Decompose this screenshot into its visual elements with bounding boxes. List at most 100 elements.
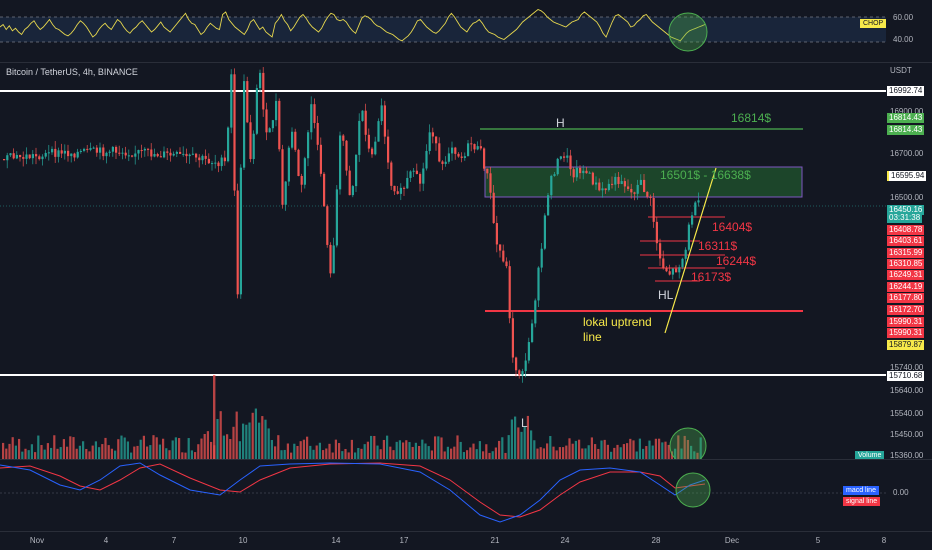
candle-body <box>572 169 575 178</box>
volume-bar <box>402 442 405 459</box>
volume-bar <box>88 451 91 459</box>
candle-body <box>310 104 313 133</box>
candle-body <box>614 176 617 185</box>
chop-axis: 60.00 40.00 <box>886 0 932 62</box>
candle-body <box>230 74 233 128</box>
chop-level-60: 60.00 <box>893 13 914 22</box>
candle-body <box>547 195 550 216</box>
volume-bar <box>325 448 328 459</box>
candle-body <box>415 170 418 175</box>
chop-pane[interactable] <box>0 0 886 62</box>
candle-body <box>115 146 118 153</box>
candle-body <box>140 150 143 152</box>
time-axis[interactable]: Nov 4 7 10 14 17 21 24 28 Dec 5 8 <box>0 532 932 550</box>
candle-body <box>377 121 380 142</box>
candle-body <box>198 157 201 161</box>
volume-bar <box>24 448 27 459</box>
candle-body <box>668 271 671 275</box>
symbol-title[interactable]: Bitcoin / TetherUS, 4h, BINANCE <box>6 67 138 77</box>
candle-body <box>284 181 287 205</box>
candle-body <box>447 153 450 162</box>
candle-body <box>479 146 482 149</box>
candle-body <box>502 250 505 262</box>
candle-body <box>559 156 562 159</box>
volume-bar <box>466 450 469 459</box>
volume-bar <box>357 447 360 459</box>
volume-bar <box>578 439 581 459</box>
candle-body <box>259 72 262 89</box>
volume-bar <box>347 452 350 459</box>
volume-bar <box>104 437 107 459</box>
price-label: 16310.85 <box>887 259 925 269</box>
candle-body <box>83 148 86 151</box>
main-pane[interactable]: Bitcoin / TetherUS, 4h, BINANCE H L HL 1… <box>0 63 886 459</box>
volume-bar <box>21 451 24 459</box>
volume-bar <box>290 452 293 459</box>
price-label: 16814.43 <box>887 125 925 135</box>
volume-bar <box>491 451 494 459</box>
candle-body <box>684 249 687 259</box>
price-label: 16315.99 <box>887 248 925 258</box>
candle-body <box>92 147 95 149</box>
price-label: 16403.61 <box>887 236 925 246</box>
candle-body <box>643 179 646 192</box>
candle-body <box>51 148 54 153</box>
candle-body <box>275 100 278 121</box>
label-trend-line: lokal uptrend <box>583 315 652 329</box>
volume-bar <box>370 435 373 459</box>
volume-bar <box>11 437 14 459</box>
candle-body <box>617 176 620 184</box>
volume-bar <box>117 439 120 459</box>
volume-bar <box>674 448 677 459</box>
volume-bar <box>14 445 17 459</box>
volume-bar <box>350 439 353 459</box>
candle-body <box>678 267 681 273</box>
volume-bar <box>667 444 670 459</box>
candle-body <box>348 170 351 196</box>
candle-body <box>601 188 604 191</box>
volume-bar <box>261 416 264 459</box>
volume-bar <box>597 448 600 459</box>
pane-separator[interactable] <box>0 459 932 460</box>
volume-bar <box>651 445 654 459</box>
candle-body <box>428 132 431 151</box>
candle-body <box>147 148 150 150</box>
volume-bar <box>536 448 539 459</box>
volume-bar <box>594 444 597 459</box>
macd-pane[interactable] <box>0 460 886 531</box>
price-tick: 15740.00 <box>890 363 924 372</box>
date-tick: 17 <box>399 536 409 545</box>
volume-bar <box>437 436 440 459</box>
candle-body <box>131 155 134 157</box>
volume-bar <box>626 443 629 459</box>
price-tick: 15640.00 <box>890 386 924 395</box>
volume-bar <box>2 442 5 459</box>
candle-body <box>470 143 473 145</box>
volume-bar <box>514 416 517 459</box>
volume-bar <box>638 438 641 459</box>
candle-body <box>124 152 127 156</box>
candle-body <box>393 185 396 192</box>
candle-body <box>460 156 463 158</box>
volume-bar <box>222 435 225 459</box>
volume-bar <box>690 445 693 459</box>
candle-body <box>543 215 546 249</box>
candle-body <box>611 183 614 185</box>
volume-bar <box>558 447 561 459</box>
volume-bar <box>235 411 238 459</box>
candle-body <box>313 104 316 123</box>
volume-bar <box>245 424 248 459</box>
volume-bar <box>568 438 571 459</box>
macd-line-badge: macd line <box>843 486 879 495</box>
candle-body <box>6 155 9 161</box>
candle-body <box>252 133 255 160</box>
volume-bar <box>475 449 478 459</box>
currency-label[interactable]: USDT <box>890 66 912 75</box>
candle-body <box>476 146 479 150</box>
pane-separator[interactable] <box>0 62 932 63</box>
volume-bar <box>459 441 462 459</box>
candle-body <box>137 150 140 154</box>
volume-bar <box>155 437 158 459</box>
candle-body <box>38 156 41 160</box>
volume-bar <box>136 445 139 459</box>
